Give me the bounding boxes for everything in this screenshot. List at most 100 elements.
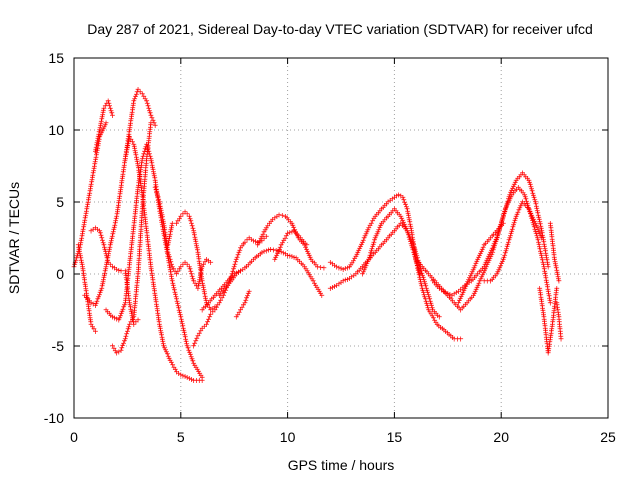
data-point: + (476, 279, 482, 290)
data-point: + (110, 111, 116, 122)
data-point: + (85, 200, 91, 211)
data-point: + (530, 218, 536, 229)
data-point: + (169, 260, 175, 271)
data-point: + (156, 198, 162, 209)
data-point: + (200, 279, 206, 290)
data-point: + (553, 259, 559, 270)
data-point: + (123, 292, 129, 303)
data-point: + (191, 226, 197, 237)
data-point: + (434, 320, 440, 331)
data-point: + (454, 334, 460, 345)
data-point: + (470, 265, 476, 276)
data-point: + (129, 238, 135, 249)
data-point: + (539, 229, 545, 240)
data-point: + (76, 245, 82, 256)
data-point: + (515, 174, 521, 185)
series-arc-15: ++++++++++++++++++++++++++++++++++++++++… (255, 210, 327, 274)
data-point: + (379, 219, 385, 230)
data-point: + (98, 231, 104, 242)
data-point: + (167, 356, 173, 367)
data-point: + (416, 260, 422, 271)
data-point: + (82, 291, 88, 302)
data-point: + (448, 295, 454, 306)
data-point: + (405, 228, 411, 239)
data-point: + (494, 226, 500, 237)
data-point: + (108, 236, 114, 247)
data-point: + (206, 303, 212, 314)
data-point: + (504, 201, 510, 212)
data-point: + (96, 139, 102, 150)
data-point: + (88, 226, 94, 237)
data-point: + (116, 347, 122, 358)
data-point: + (544, 280, 550, 291)
data-point: + (557, 325, 563, 336)
data-point: + (528, 210, 534, 221)
data-point: + (499, 216, 505, 227)
data-point: + (140, 202, 146, 213)
data-point: + (555, 272, 561, 283)
data-point: + (556, 310, 562, 321)
data-point: + (126, 128, 132, 139)
data-point: + (557, 322, 563, 333)
data-point: + (108, 311, 114, 322)
data-point: + (124, 278, 130, 289)
data-point: + (251, 255, 257, 266)
data-point: + (522, 190, 528, 201)
data-point: + (131, 313, 137, 324)
data-point: + (535, 236, 541, 247)
data-point: + (547, 294, 553, 305)
data-point: + (549, 235, 555, 246)
data-point: + (435, 280, 441, 291)
data-point: + (507, 190, 513, 201)
data-point: + (547, 296, 553, 307)
data-point: + (79, 260, 85, 271)
data-point: + (197, 261, 203, 272)
data-point: + (146, 136, 152, 147)
data-point: + (238, 306, 244, 317)
data-point: + (365, 225, 371, 236)
data-point: + (532, 198, 538, 209)
data-point: + (133, 318, 139, 329)
data-point: + (192, 361, 198, 372)
data-point: + (93, 143, 99, 154)
data-point: + (545, 260, 551, 271)
data-point: + (548, 333, 554, 344)
data-point: + (350, 256, 356, 267)
data-point: + (143, 166, 149, 177)
data-point: + (210, 293, 216, 304)
data-point: + (525, 201, 531, 212)
data-point: + (204, 300, 210, 311)
data-point: + (137, 247, 143, 258)
series-arc-05: ++++++++++++++++++++++++++++++++++++++++… (103, 140, 205, 384)
data-point: + (157, 202, 163, 213)
data-point: + (143, 161, 149, 172)
data-point: + (374, 246, 380, 257)
data-point: + (239, 242, 245, 253)
data-point: + (372, 236, 378, 247)
data-point: + (536, 240, 542, 251)
data-point: + (181, 328, 187, 339)
data-point: + (370, 242, 376, 253)
data-point: + (291, 253, 297, 264)
data-point: + (431, 314, 437, 325)
data-point: + (136, 176, 142, 187)
data-point: + (195, 282, 201, 293)
data-point: + (379, 241, 385, 252)
data-point: + (272, 255, 278, 266)
data-point: + (380, 217, 386, 228)
data-point: + (470, 275, 476, 286)
data-point: + (135, 267, 141, 278)
data-point: + (165, 239, 171, 250)
data-point: + (150, 116, 156, 127)
data-point: + (276, 210, 282, 221)
data-point: + (82, 214, 88, 225)
data-point: + (415, 261, 421, 272)
data-point: + (118, 181, 124, 192)
data-point: + (468, 270, 474, 281)
data-point: + (290, 221, 296, 232)
data-point: + (363, 230, 369, 241)
data-point: + (421, 288, 427, 299)
data-point: + (549, 327, 555, 338)
data-point: + (205, 301, 211, 312)
data-point: + (551, 251, 557, 262)
